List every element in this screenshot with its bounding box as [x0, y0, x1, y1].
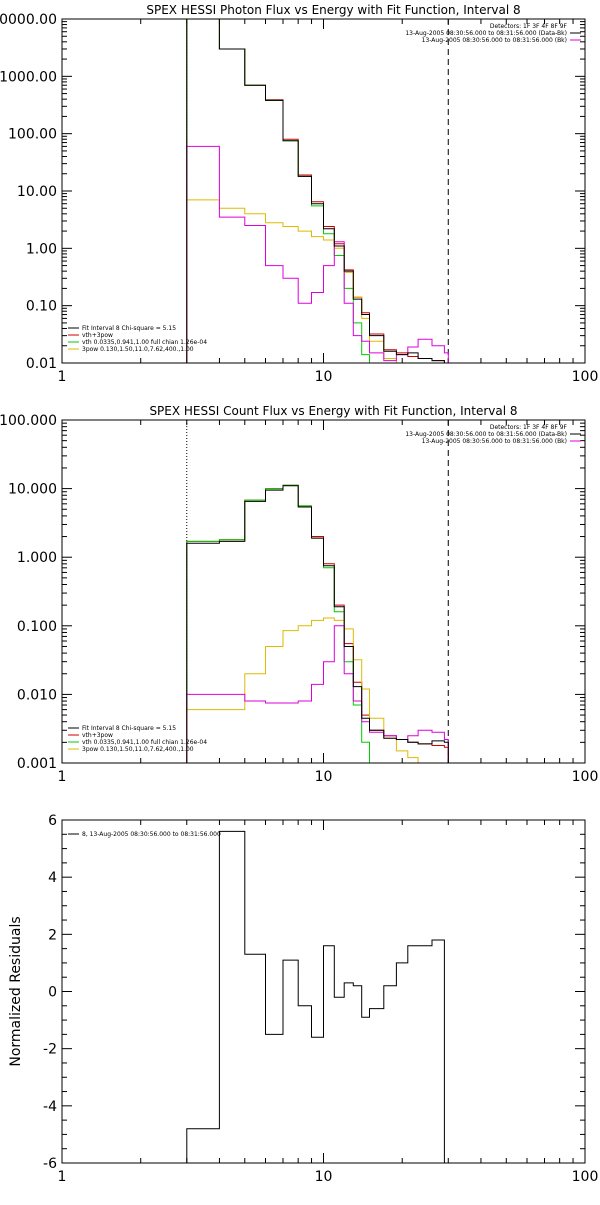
chart1-legend-line: vth+3pow	[82, 332, 113, 339]
chart3-series-0	[186, 830, 449, 1163]
chart2-ytick-label: 1.000	[17, 550, 57, 566]
chart1-ytick-label: 0.01	[26, 356, 57, 372]
chart2-series-2	[186, 484, 449, 763]
chart3-ylabel: Normalized Residuals	[8, 916, 24, 1066]
chart2-ytick-label: 0.100	[17, 619, 57, 635]
chart1-series-1	[186, 19, 449, 363]
chart2-xtick-label: 1	[58, 769, 67, 785]
chart2-xtick-label: 10	[315, 769, 333, 785]
chart2-ytick-label: 0.001	[17, 756, 57, 772]
chart1-legend-line: Fit Interval 8 Chi-square = 5.15	[82, 325, 176, 332]
chart1-ytick-label: 10.00	[17, 184, 57, 200]
chart1-info-line: 13-Aug-2005 08:30:56.000 to 08:31:56.000…	[405, 30, 567, 37]
chart2-ytick-label: 10.000	[8, 482, 57, 498]
chart2-ytick-label: 100.000	[0, 413, 57, 429]
chart1-series-0	[186, 19, 449, 363]
chart3-ytick-label: -6	[43, 1156, 57, 1172]
chart3-ytick-label: 2	[48, 927, 57, 943]
chart2-series-4	[186, 625, 449, 763]
chart1-ytick-label: 10000.00	[0, 12, 57, 28]
chart2-info-line: Detectors: 1F 3F 4F 8F 9F	[490, 424, 568, 431]
chart1-series-2	[186, 19, 449, 363]
chart2-legend-line: vth+3pow	[82, 732, 113, 739]
chart2-legend-line: 3pow 0.130,1.50,11.0,7.62,400.,1.00	[82, 746, 194, 753]
chart2-series-0	[186, 485, 449, 763]
chart2-series-3	[186, 617, 449, 763]
chart3-ytick-label: 6	[48, 813, 57, 829]
chart3-frame	[61, 819, 586, 1164]
chart3-xtick-label: 1	[58, 1169, 67, 1185]
chart1-info-line: 13-Aug-2005 08:30:56.000 to 08:31:56.000…	[422, 37, 567, 44]
chart1-xtick-label: 1	[58, 369, 67, 385]
chart1-ytick-label: 100.00	[8, 127, 57, 143]
chart1-title: SPEX HESSI Photon Flux vs Energy with Fi…	[146, 3, 520, 17]
chart3-xtick-label: 10	[315, 1169, 333, 1185]
chart1-ytick-label: 1.00	[26, 241, 57, 257]
chart2-legend-line: vth 0.0335,0.941,1.00 full chian 1.26e-0…	[82, 739, 207, 746]
chart2-frame	[61, 419, 586, 764]
chart1-xtick-label: 10	[315, 369, 333, 385]
chart3-ytick-label: 4	[48, 870, 57, 886]
chart2-series-1	[186, 484, 449, 763]
chart1-legend-line: 3pow 0.130,1.50,11.0,7.62,400.,1.00	[82, 346, 194, 353]
chart3-ytick-label: -2	[43, 1042, 57, 1058]
chart1-frame	[61, 18, 586, 364]
chart3-ytick-label: 0	[48, 985, 57, 1001]
chart2-info-line: 13-Aug-2005 08:30:56.000 to 08:31:56.000…	[422, 438, 567, 445]
chart2-xtick-label: 100	[572, 769, 599, 785]
chart1-ytick-label: 1000.00	[0, 69, 57, 85]
chart2-title: SPEX HESSI Count Flux vs Energy with Fit…	[149, 404, 517, 418]
chart2-legend-line: Fit Interval 8 Chi-square = 5.15	[82, 725, 176, 732]
chart3-legend-line: 8, 13-Aug-2005 08:30:56.000 to 08:31:56.…	[82, 831, 221, 838]
chart3-ytick-label: -4	[43, 1099, 57, 1115]
chart2-info-line: 13-Aug-2005 08:30:56.000 to 08:31:56.000…	[405, 431, 567, 438]
chart1-info-line: Detectors: 1F 3F 4F 8F 9F	[490, 23, 568, 30]
chart1-series-4	[186, 145, 449, 363]
chart1-legend-line: vth 0.0335,0.941,1.00 full chian 1.26e-0…	[82, 339, 207, 346]
chart1-xtick-label: 100	[572, 369, 599, 385]
chart1-ytick-label: 0.10	[26, 299, 57, 315]
chart3-xtick-label: 100	[572, 1169, 599, 1185]
chart2-ytick-label: 0.010	[17, 687, 57, 703]
